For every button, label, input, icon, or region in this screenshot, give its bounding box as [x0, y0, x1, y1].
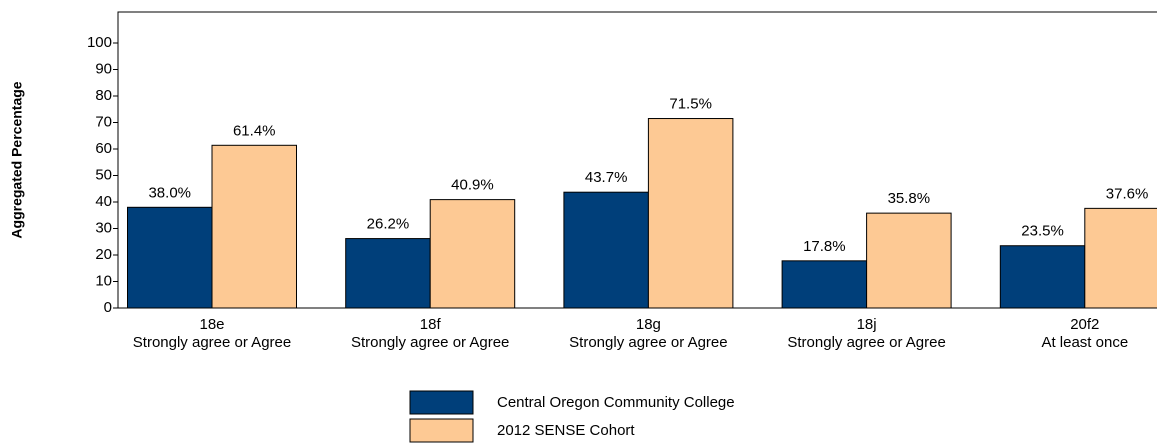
data-label: 61.4%: [233, 122, 276, 139]
y-tick-label: 60: [95, 140, 112, 157]
bar: [429, 199, 516, 309]
legend-swatch: [409, 390, 474, 415]
bar: [345, 238, 431, 309]
bar: [563, 191, 649, 309]
legend-swatch: [409, 418, 474, 443]
bar: [647, 118, 734, 309]
x-tick-label: 20f2: [1070, 316, 1099, 333]
data-label: 40.9%: [451, 177, 494, 194]
bar: [866, 212, 952, 309]
x-tick-label: Strongly agree or Agree: [351, 334, 509, 351]
data-label: 17.8%: [803, 238, 846, 255]
y-tick-label: 40: [95, 193, 112, 210]
y-tick-label: 10: [95, 272, 112, 289]
x-tick-label: 18f: [420, 316, 442, 333]
x-tick-label: 18j: [857, 316, 877, 333]
bar: [211, 144, 297, 309]
y-tick-label: 100: [87, 34, 112, 51]
y-tick-label: 50: [95, 166, 112, 183]
legend-label: 2012 SENSE Cohort: [497, 422, 635, 439]
y-tick-label: 0: [104, 299, 112, 316]
data-label: 43.7%: [585, 169, 628, 186]
x-tick-label: Strongly agree or Agree: [787, 334, 945, 351]
data-label: 35.8%: [888, 190, 931, 207]
data-label: 38.0%: [148, 184, 191, 201]
bar: [127, 206, 213, 309]
y-tick-label: 80: [95, 87, 112, 104]
y-axis-label: Aggregated Percentage: [9, 81, 25, 238]
data-label: 23.5%: [1021, 223, 1064, 240]
x-tick-label: 18e: [199, 316, 224, 333]
x-tick-label: Strongly agree or Agree: [133, 334, 291, 351]
data-label: 26.2%: [367, 216, 410, 233]
y-tick-label: 70: [95, 113, 112, 130]
bar: [781, 260, 868, 309]
data-label: 37.6%: [1106, 185, 1149, 202]
y-tick-label: 90: [95, 60, 112, 77]
bar: [999, 245, 1086, 309]
bar: [1084, 207, 1157, 309]
data-label: 71.5%: [669, 95, 712, 112]
y-tick-label: 20: [95, 246, 112, 263]
x-tick-label: 18g: [636, 316, 661, 333]
y-tick-label: 30: [95, 219, 112, 236]
x-tick-label: At least once: [1041, 334, 1128, 351]
x-tick-label: Strongly agree or Agree: [569, 334, 727, 351]
legend-label: Central Oregon Community College: [497, 394, 735, 411]
